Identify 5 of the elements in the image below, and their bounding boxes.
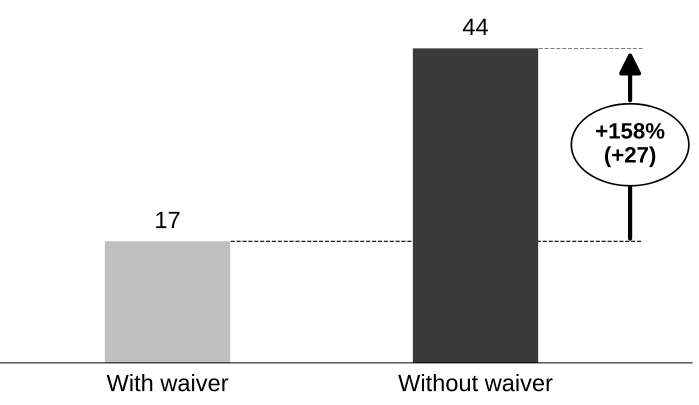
data-label: 44 (462, 18, 488, 35)
annotation: +158% (+27) (596, 123, 664, 168)
data-label: 17 (156, 212, 180, 228)
x-tick-label: With waiver (106, 374, 228, 392)
x-tick-label: Without waiver (398, 374, 553, 392)
